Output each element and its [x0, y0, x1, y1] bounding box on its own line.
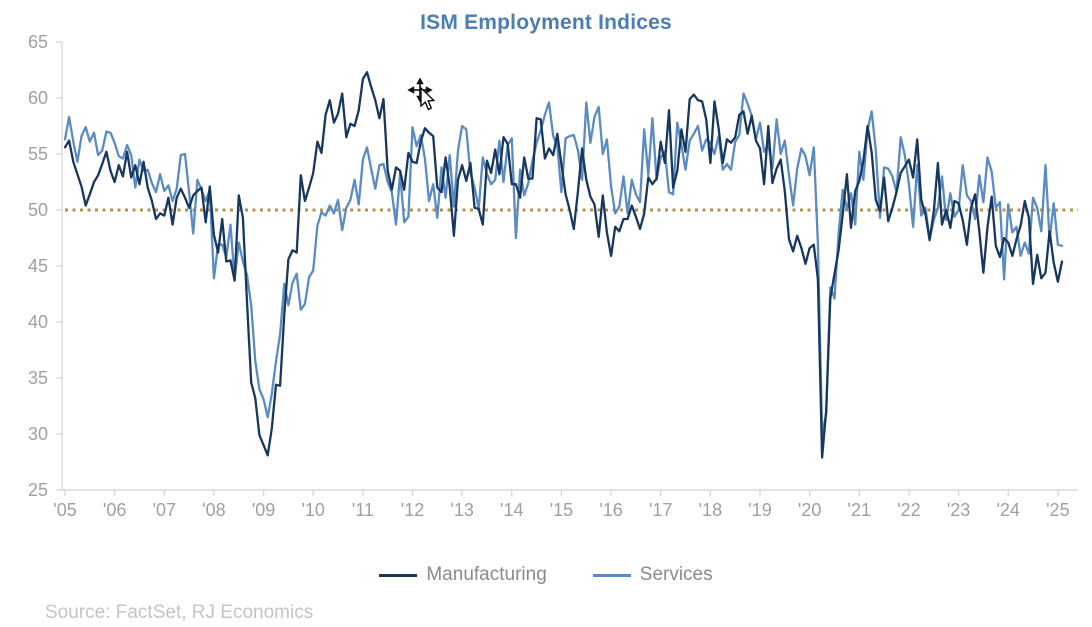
x-tick-label: '17: [649, 500, 672, 520]
x-tick-label: '06: [103, 500, 126, 520]
x-tick-label: '23: [947, 500, 970, 520]
y-tick-label: 55: [28, 144, 48, 164]
x-tick-label: '13: [450, 500, 473, 520]
series-line-manufacturing[interactable]: [63, 71, 1064, 459]
x-axis: '05 '06 '07 '08 '09 '10 '11 '12 '13 '14 '15 '16 '17 '…: [53, 489, 1078, 520]
source-note: Source: FactSet, RJ Economics: [45, 602, 314, 623]
x-tick-label: '15: [550, 500, 573, 520]
x-tick-label: '05: [53, 500, 76, 520]
x-tick-label: '10: [301, 500, 324, 520]
x-tick-label: '11: [352, 500, 374, 520]
y-axis: 25 30 35 40 45 50 55 60 65: [28, 32, 63, 500]
x-tick-label: '08: [202, 500, 225, 520]
x-tick-label: '21: [848, 500, 871, 520]
x-tick-label: '09: [252, 500, 275, 520]
x-tick-label: '16: [599, 500, 622, 520]
move-cursor-icon: [407, 78, 436, 111]
page-title: ISM Employment Indices: [420, 11, 672, 34]
x-tick-label: '20: [798, 500, 821, 520]
x-tick-label: '14: [500, 500, 523, 520]
y-tick-label: 40: [28, 312, 48, 332]
x-tick-label: '22: [897, 500, 920, 520]
y-tick-label: 25: [28, 480, 48, 500]
chart-legend: Manufacturing Services: [0, 564, 1092, 586]
legend-item-manufacturing[interactable]: Manufacturing: [379, 564, 547, 586]
legend-swatch-services: [592, 573, 631, 577]
legend-label-manufacturing: Manufacturing: [426, 564, 547, 585]
x-tick-label: '07: [153, 500, 176, 520]
legend-label-services: Services: [639, 564, 713, 585]
y-tick-label: 45: [28, 256, 48, 276]
y-tick-label: 50: [28, 200, 48, 220]
x-tick-label: '24: [996, 500, 1019, 520]
legend-item-services[interactable]: Services: [592, 564, 713, 586]
x-tick-label: '19: [748, 500, 771, 520]
legend-swatch-manufacturing: [379, 573, 418, 577]
y-tick-label: 35: [28, 368, 48, 388]
x-tick-label: '18: [699, 500, 722, 520]
x-tick-label: '12: [401, 500, 424, 520]
y-tick-label: 60: [28, 88, 48, 108]
series-line-services[interactable]: [63, 92, 1064, 436]
y-tick-label: 65: [28, 32, 48, 52]
y-tick-label: 30: [28, 424, 48, 444]
x-tick-label: '25: [1046, 500, 1069, 520]
